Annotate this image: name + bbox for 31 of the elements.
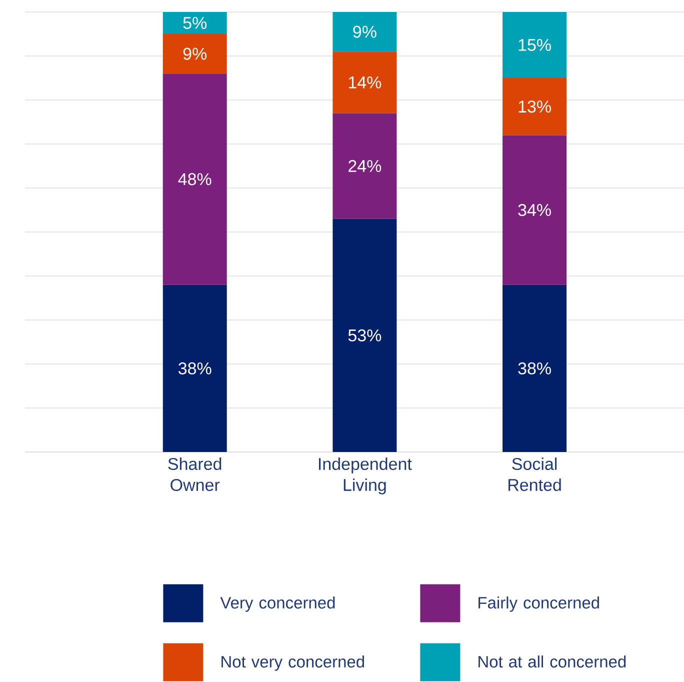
legend-label: Not very concerned — [222, 655, 364, 671]
bar — [162, 284, 227, 452]
data-label: 13% — [518, 100, 551, 113]
data-label: 34% — [518, 204, 551, 216]
bar — [502, 12, 567, 78]
data-label: 14% — [348, 76, 382, 88]
x-tick-label: Independent Living — [318, 458, 412, 494]
data-label: 15% — [518, 39, 551, 51]
data-label: 24% — [348, 160, 382, 172]
legend-label: Very concerned — [220, 596, 335, 612]
x-tick-label: Shared Owner — [168, 458, 222, 492]
data-label: 48% — [178, 173, 212, 186]
bar — [332, 218, 397, 452]
data-label: 5% — [183, 17, 207, 29]
bar — [162, 74, 227, 285]
bar — [502, 284, 567, 452]
bar — [502, 78, 567, 136]
data-label: 9% — [183, 48, 207, 60]
data-label: 38% — [178, 362, 212, 374]
data-label: 53% — [348, 329, 382, 342]
bar — [502, 135, 567, 285]
bar — [162, 34, 227, 74]
data-label: 38% — [518, 362, 551, 374]
bar — [332, 113, 397, 219]
data-label: 9% — [353, 26, 376, 38]
bar — [162, 12, 227, 34]
legend-label: Fairly concerned — [478, 596, 599, 612]
legend-label: Not at all concerned — [478, 655, 626, 668]
bar — [332, 12, 397, 52]
bar — [332, 52, 397, 114]
x-tick-label: Social Rented — [508, 458, 561, 492]
